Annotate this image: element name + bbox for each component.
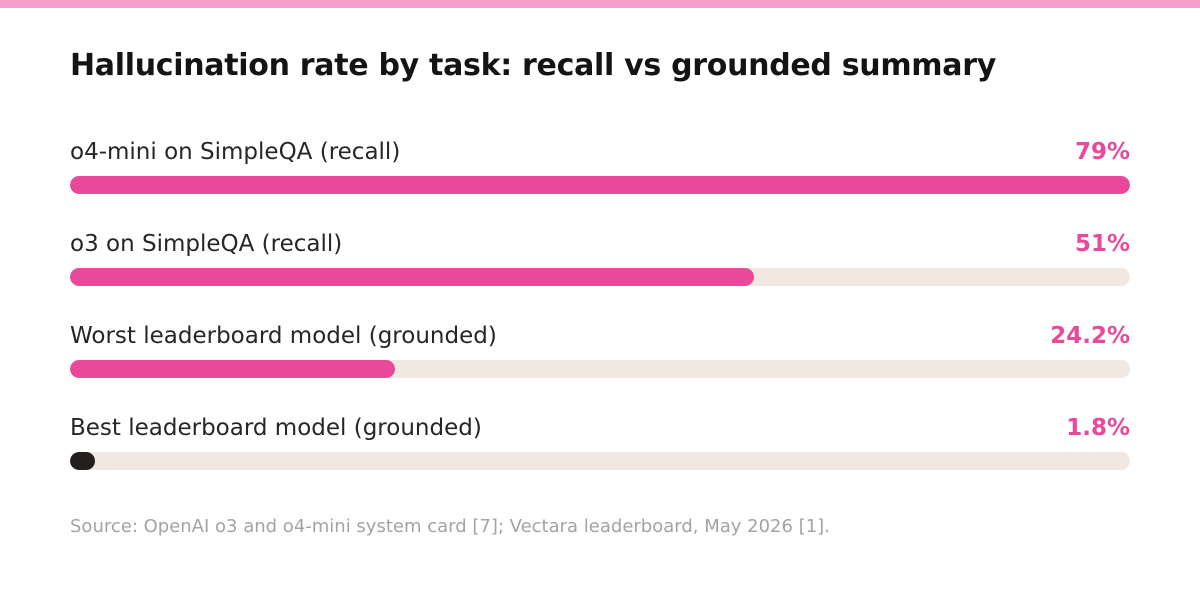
bar-row: o4-mini on SimpleQA (recall) 79% (70, 136, 1130, 196)
bar-fill (70, 176, 1130, 194)
bar-label: o3 on SimpleQA (recall) (70, 231, 343, 257)
bar-track (70, 360, 1130, 378)
bar-value-label: 1.8% (1066, 415, 1130, 441)
bar-track (70, 176, 1130, 194)
bar-fill (70, 268, 755, 286)
bar-label: Worst leaderboard model (grounded) (70, 323, 497, 349)
bar-value-label: 79% (1074, 139, 1130, 165)
bar-value-label: 51% (1074, 231, 1130, 257)
bar-fill (70, 360, 395, 378)
bar-value-label: 24.2% (1050, 323, 1130, 349)
bar-row: Best leaderboard model (grounded) 1.8% (70, 412, 1130, 472)
source-note: Source: OpenAI o3 and o4-mini system car… (70, 516, 830, 537)
chart-title: Hallucination rate by task: recall vs gr… (70, 48, 996, 83)
bar-fill (70, 452, 95, 470)
bar-row: Worst leaderboard model (grounded) 24.2% (70, 320, 1130, 380)
bar-row: o3 on SimpleQA (recall) 51% (70, 228, 1130, 288)
top-accent-stripe (0, 0, 1200, 8)
bar-track (70, 452, 1130, 470)
bar-track (70, 268, 1130, 286)
bar-label: Best leaderboard model (grounded) (70, 415, 482, 441)
bar-label: o4-mini on SimpleQA (recall) (70, 139, 401, 165)
